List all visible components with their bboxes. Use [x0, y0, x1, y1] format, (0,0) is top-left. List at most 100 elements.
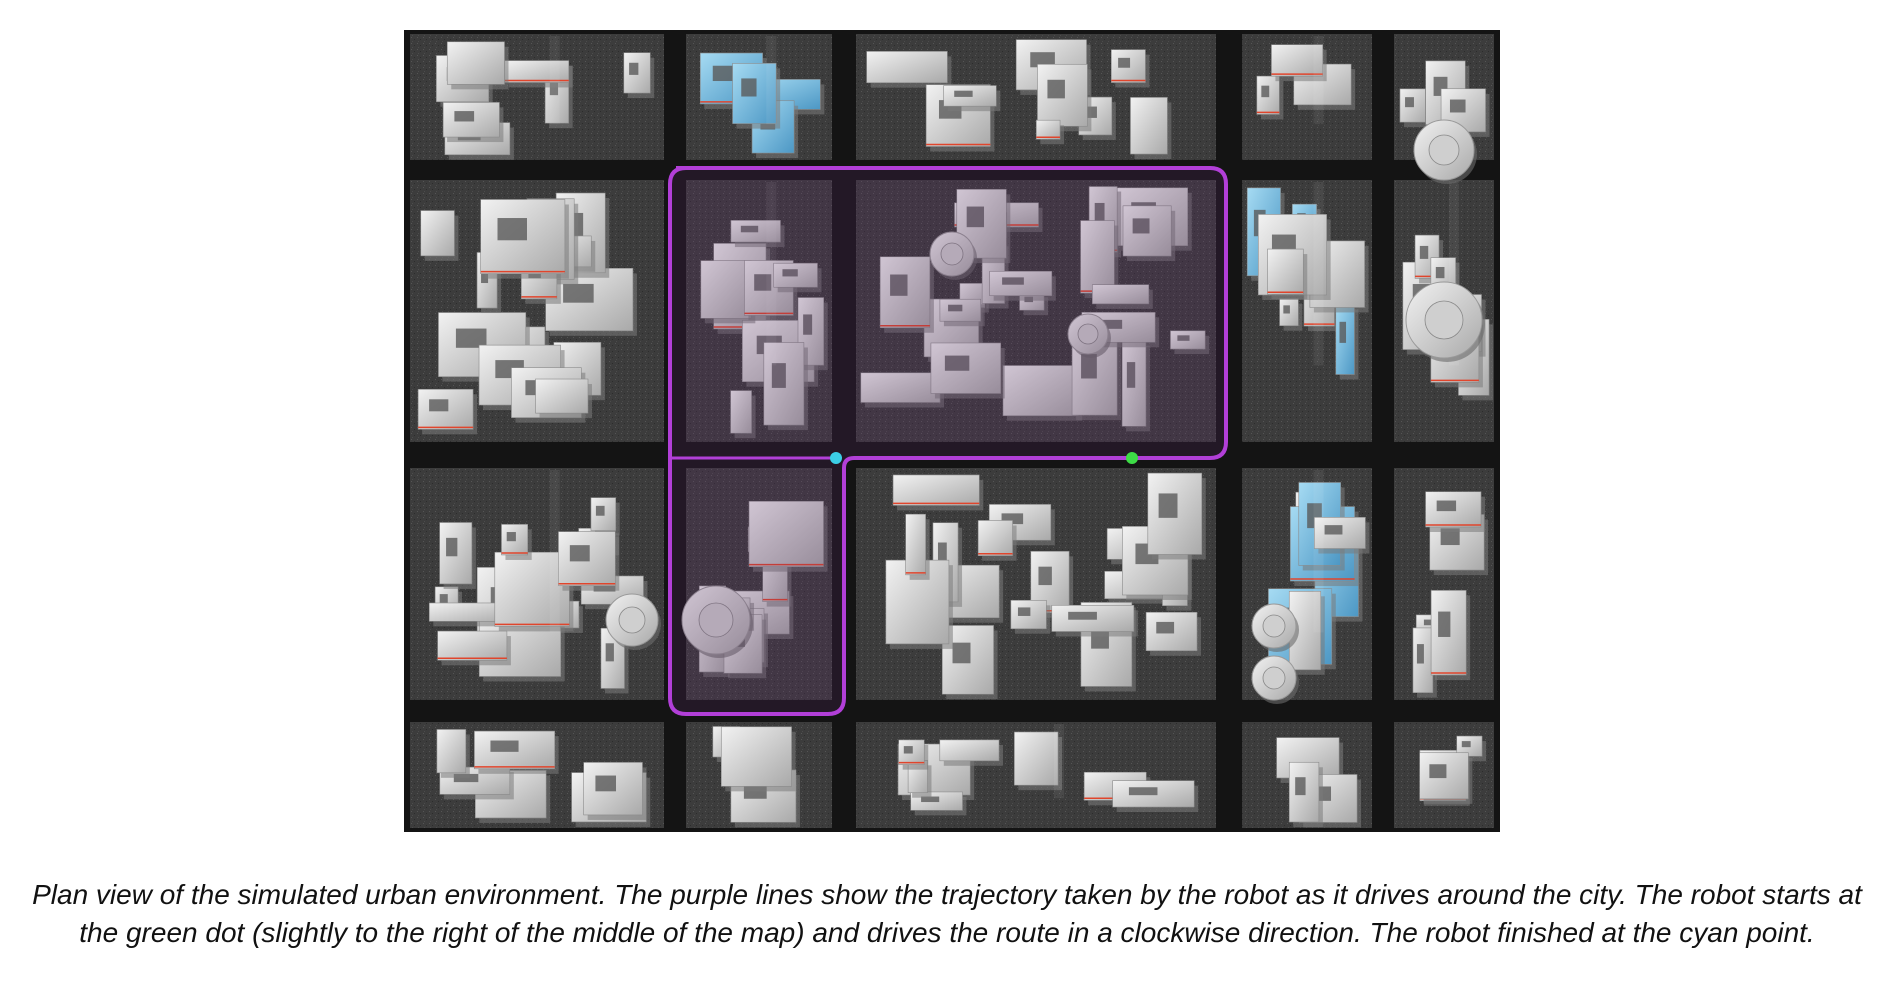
building [720, 726, 792, 787]
rooftop-unit [741, 78, 757, 97]
building [1130, 97, 1168, 155]
round-structure-core [1077, 323, 1099, 345]
light-streak [1313, 36, 1324, 125]
building [1092, 284, 1150, 305]
building [436, 729, 467, 774]
building [860, 372, 941, 403]
rooftop-unit [595, 505, 605, 516]
rooftop-unit [1094, 202, 1105, 223]
rooftop-unit [1261, 85, 1270, 98]
rooftop-unit [429, 399, 449, 412]
map-canvas [404, 30, 1500, 832]
rooftop-unit [1461, 741, 1471, 748]
rooftop-unit [1081, 354, 1097, 379]
rooftop-unit [1001, 513, 1024, 525]
round-structure-core [698, 602, 734, 638]
end-cyan-point [830, 452, 842, 464]
building [700, 260, 752, 319]
rooftop-unit [754, 274, 772, 291]
trajectory-region-fill [670, 168, 1226, 714]
rooftop-unit [1324, 525, 1343, 535]
light-streak [1313, 470, 1324, 633]
building [892, 474, 980, 506]
rooftop-unit [454, 111, 475, 122]
rooftop-unit [1158, 493, 1178, 518]
city-plan-map [404, 30, 1500, 832]
building [1002, 365, 1079, 417]
rooftop-unit [948, 304, 963, 312]
rooftop-unit [497, 218, 527, 241]
round-structure-core [1424, 300, 1464, 340]
rooftop-unit [954, 90, 973, 97]
round-structure-core [1262, 666, 1286, 690]
rooftop-unit [446, 537, 458, 557]
rooftop-unit [563, 283, 594, 303]
figure-caption: Plan view of the simulated urban environ… [32, 879, 1862, 948]
rooftop-unit [1118, 57, 1131, 68]
rooftop-unit [506, 532, 516, 542]
rooftop-unit [944, 355, 970, 371]
rooftop-unit [455, 328, 487, 348]
rooftop-unit [1126, 362, 1136, 388]
rooftop-unit [1423, 619, 1438, 626]
start-green-dot [1126, 452, 1138, 464]
rooftop-unit [1339, 321, 1347, 343]
rooftop-unit [1436, 500, 1457, 512]
light-streak [766, 182, 777, 366]
building [939, 739, 1000, 762]
rooftop-unit [1156, 621, 1175, 634]
rooftop-unit [1449, 99, 1466, 113]
building [748, 500, 824, 567]
building [1080, 220, 1115, 294]
robot-trajectory-line [668, 166, 1228, 716]
building [905, 513, 926, 576]
building [730, 390, 752, 434]
rooftop-unit [595, 775, 617, 792]
rooftop-unit [1419, 245, 1429, 259]
rooftop-unit [1132, 218, 1150, 234]
rooftop-unit [1435, 266, 1445, 279]
rooftop-unit [1002, 277, 1024, 285]
rooftop-unit [605, 643, 614, 662]
rooftop-unit [803, 314, 813, 335]
light-streak [1313, 182, 1324, 366]
rooftop-unit [952, 642, 971, 664]
rooftop-unit [1096, 319, 1123, 329]
rooftop-unit [966, 206, 985, 228]
rooftop-unit [890, 274, 908, 296]
round-structure-core [1428, 134, 1460, 166]
building [1271, 44, 1323, 77]
rooftop-unit [771, 363, 786, 388]
rooftop-unit [439, 594, 448, 603]
building-details [417, 36, 1494, 828]
rooftop-unit [1177, 335, 1190, 341]
building [866, 51, 948, 84]
round-structure-core [940, 242, 964, 266]
rooftop-unit [629, 62, 639, 75]
light-streak [1449, 182, 1459, 366]
rooftop-unit [1295, 777, 1306, 796]
rooftop-unit [453, 773, 479, 783]
rooftop-unit [1416, 644, 1424, 664]
building [1014, 731, 1059, 786]
building [590, 497, 617, 531]
rooftop-unit [1068, 611, 1097, 620]
building [535, 378, 589, 414]
rooftop-unit [490, 740, 519, 752]
rooftop-unit [1038, 566, 1052, 586]
building [437, 630, 508, 661]
rooftop-unit [1283, 305, 1290, 314]
rooftop-unit [569, 545, 590, 562]
light-streak [766, 36, 777, 125]
rooftop-unit [921, 796, 940, 803]
rooftop-unit [481, 266, 489, 284]
rooftop-unit [1017, 607, 1031, 616]
light-streak [1054, 724, 1064, 799]
building [1036, 119, 1061, 140]
building [989, 270, 1053, 296]
rooftop-unit [1405, 97, 1414, 108]
rooftop-unit [1128, 787, 1158, 796]
building [446, 41, 505, 85]
rooftop-unit [712, 65, 735, 82]
building [1267, 248, 1304, 295]
